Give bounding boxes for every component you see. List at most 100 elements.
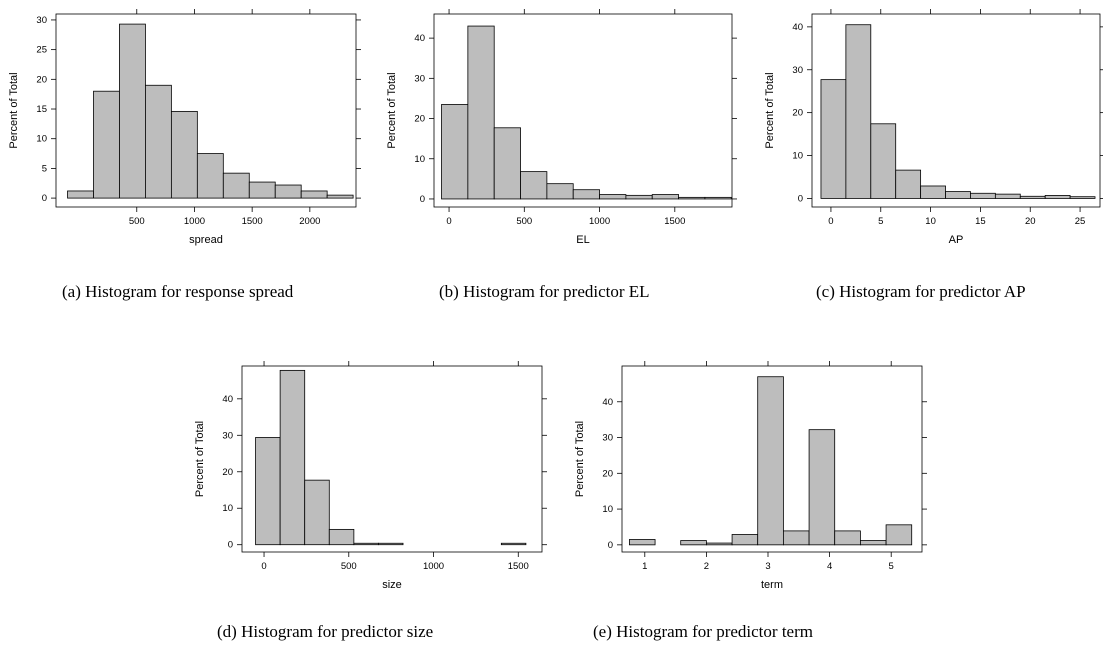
- y-tick-label: 10: [602, 504, 613, 515]
- y-tick-label: 40: [792, 22, 803, 33]
- x-tick-label: 1500: [242, 216, 263, 227]
- histogram-bar: [500, 542, 527, 546]
- y-axis-label: Percent of Total: [8, 72, 20, 148]
- histogram-bar: [467, 25, 495, 200]
- y-tick-label: 30: [36, 15, 47, 26]
- y-tick-label: 30: [414, 73, 425, 84]
- y-tick-label: 10: [414, 154, 425, 165]
- histogram-bar: [680, 540, 707, 546]
- x-tick-label: 5: [878, 216, 883, 227]
- x-tick-label: 15: [975, 216, 986, 227]
- histogram-bar: [731, 534, 759, 546]
- histogram-bar: [757, 376, 784, 546]
- histogram-bar: [1019, 195, 1046, 199]
- histogram-bar: [93, 90, 120, 199]
- x-tick-label: 4: [827, 561, 832, 572]
- caption-spread: (a) Histogram for response spread: [62, 282, 294, 301]
- histogram-bar: [520, 171, 548, 200]
- chart-size: 0 10 20 30 40 0 500 1000 1500 size Percent of Tota…: [194, 361, 547, 591]
- y-axis-label: Percent of Total: [574, 421, 586, 497]
- x-tick-label: 1: [642, 561, 647, 572]
- y-tick-label: 10: [222, 503, 233, 514]
- caption-ap: (c) Histogram for predictor AP: [816, 282, 1026, 301]
- histogram-bar: [1069, 196, 1096, 199]
- x-tick-label: 0: [446, 216, 451, 227]
- histogram-bar: [441, 104, 469, 200]
- x-tick-label: 0: [261, 561, 266, 572]
- histogram-bar: [870, 123, 897, 199]
- histogram-bar: [353, 542, 379, 546]
- histogram-bar: [326, 194, 354, 199]
- histogram-bar: [599, 194, 627, 200]
- y-tick-label: 25: [36, 45, 47, 56]
- histogram-bar: [834, 530, 861, 546]
- y-tick-label: 30: [222, 430, 233, 441]
- x-tick-label: 3: [765, 561, 770, 572]
- histogram-bar: [119, 23, 146, 199]
- histogram-panel-ap: 0 10 20 30 40 0 5 10 15 20 25 AP Percent of Total: [756, 0, 1103, 260]
- x-axis-label: term: [761, 579, 783, 591]
- caption-size: (d) Histogram for predictor size: [217, 622, 434, 641]
- histogram-bar: [493, 127, 521, 200]
- histogram-bar: [820, 79, 847, 199]
- histogram-bar: [920, 185, 946, 199]
- histogram-bar: [255, 437, 281, 546]
- histogram-bar: [1044, 195, 1071, 199]
- chart-term: 0 10 20 30 40 1 2 3 4 5 term Percent of Total: [574, 361, 927, 591]
- y-tick-label: 20: [36, 74, 47, 85]
- histogram-bar: [328, 528, 355, 546]
- plot-frame: [241, 365, 543, 553]
- y-tick-label: 40: [602, 397, 613, 408]
- plot-frame: [433, 13, 733, 208]
- histogram-bar: [895, 169, 922, 199]
- plot-frame: [55, 13, 357, 208]
- caption-el: (b) Histogram for predictor EL: [439, 282, 650, 301]
- caption-term: (e) Histogram for predictor term: [593, 622, 813, 641]
- x-tick-label: 0: [828, 216, 833, 227]
- plot-frame: [621, 365, 923, 553]
- x-tick-label: 500: [341, 561, 357, 572]
- y-tick-label: 5: [42, 163, 47, 174]
- histogram-bar: [705, 542, 733, 546]
- histogram-panel-term: 0 10 20 30 40 1 2 3 4 5 term Percent of Total: [566, 352, 936, 604]
- y-tick-label: 20: [222, 467, 233, 478]
- histogram-bar: [628, 539, 656, 546]
- histogram-bar: [782, 530, 810, 546]
- y-axis-label: Percent of Total: [764, 72, 776, 148]
- histogram-bar: [845, 24, 872, 199]
- chart-ap: 0 10 20 30 40 0 5 10 15 20 25 AP Percent of Total: [764, 9, 1103, 246]
- histogram-bar: [859, 540, 887, 546]
- x-axis-label: spread: [189, 234, 223, 246]
- histogram-bar: [808, 429, 836, 546]
- histogram-panel-spread: 0 5 10 15 20 25 30 500 1000 1500 2000 spread Percent…: [0, 0, 370, 260]
- plot-frame: [811, 13, 1101, 208]
- y-tick-label: 0: [608, 540, 613, 551]
- x-tick-label: 25: [1075, 216, 1086, 227]
- histogram-panel-size: 0 10 20 30 40 0 500 1000 1500 size Percent of Tota…: [186, 352, 556, 604]
- histogram-bar: [67, 190, 94, 199]
- y-tick-label: 40: [414, 33, 425, 44]
- x-tick-label: 2000: [299, 216, 320, 227]
- x-tick-label: 5: [889, 561, 894, 572]
- y-tick-label: 40: [222, 394, 233, 405]
- histogram-bar: [885, 524, 913, 546]
- x-tick-label: 500: [516, 216, 532, 227]
- histogram-bar: [625, 194, 653, 200]
- y-tick-label: 10: [792, 151, 803, 162]
- y-tick-label: 15: [36, 104, 47, 115]
- histogram-bar: [704, 196, 732, 200]
- histogram-bar: [546, 183, 574, 200]
- histogram-bar: [651, 194, 679, 200]
- histogram-bar: [572, 189, 600, 200]
- x-tick-label: 1000: [589, 216, 610, 227]
- y-tick-label: 20: [602, 468, 613, 479]
- chart-spread: 0 5 10 15 20 25 30 500 1000 1500 2000 spread Percent…: [8, 9, 361, 246]
- y-tick-label: 30: [602, 433, 613, 444]
- y-axis-label: Percent of Total: [194, 421, 206, 497]
- x-tick-label: 1500: [664, 216, 685, 227]
- x-tick-label: 1000: [184, 216, 205, 227]
- x-axis-label: EL: [576, 234, 589, 246]
- histogram-bar: [304, 479, 330, 546]
- x-axis-label: size: [382, 579, 402, 591]
- x-axis-label: AP: [949, 234, 964, 246]
